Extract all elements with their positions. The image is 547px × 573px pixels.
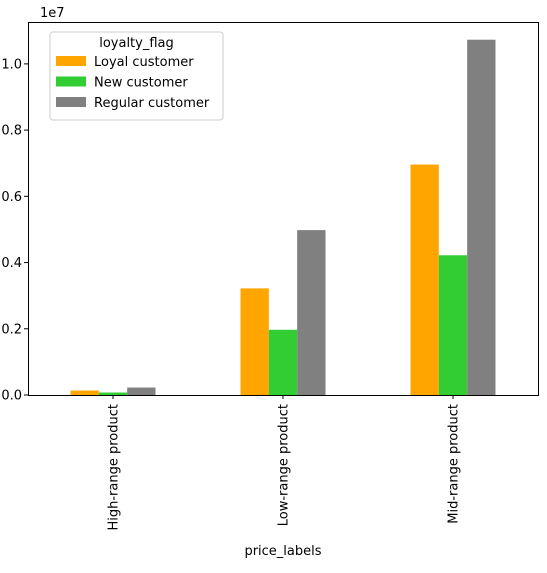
x-tick-label: Low-range product <box>277 404 292 526</box>
x-tick-label: Mid-range product <box>447 404 462 524</box>
bar-regular-customer-2 <box>467 39 496 396</box>
legend: loyalty_flag Loyal customer New customer Re… <box>49 31 224 121</box>
bar-loyal-customer-0 <box>70 390 99 395</box>
y-tick-label: 0.2 <box>1 322 22 337</box>
bar-loyal-customer-1 <box>240 288 269 395</box>
y-axis: 0.0 0.2 0.4 0.6 0.8 1.0 <box>1 57 28 404</box>
y-tick-label: 0.4 <box>1 256 22 271</box>
legend-entry-label: New customer <box>94 76 188 91</box>
x-tick-label: High-range product <box>107 404 122 531</box>
bars-layer <box>70 39 496 396</box>
bar-new-customer-0 <box>98 392 128 395</box>
legend-entry-label: Regular customer <box>94 96 210 111</box>
y-tick-label: 1.0 <box>1 57 22 72</box>
legend-title: loyalty_flag <box>99 36 174 51</box>
bar-new-customer-2 <box>438 255 468 395</box>
y-tick-label: 0.0 <box>1 389 22 404</box>
x-axis-label: price_labels <box>244 544 321 559</box>
y-tick-label: 0.8 <box>1 124 22 139</box>
y-axis-offset-text: 1e7 <box>40 6 65 21</box>
bar-new-customer-1 <box>268 329 298 395</box>
bar-loyal-customer-2 <box>410 164 439 395</box>
bar-regular-customer-0 <box>127 387 156 395</box>
x-axis: High-range product Low-range product Mid-r… <box>107 395 462 531</box>
legend-swatch <box>56 56 86 66</box>
y-tick-label: 0.6 <box>1 190 22 205</box>
bar-regular-customer-1 <box>297 230 326 395</box>
legend-swatch <box>56 76 86 87</box>
legend-swatch <box>56 97 86 107</box>
legend-entry-label: Loyal customer <box>94 55 194 70</box>
legend-box <box>49 31 224 121</box>
